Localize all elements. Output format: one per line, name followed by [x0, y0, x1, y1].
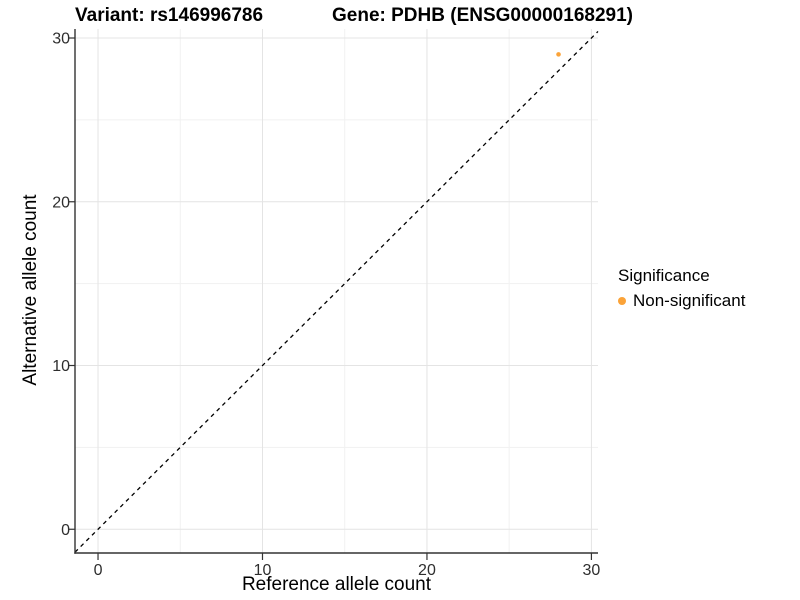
- legend-point-icon: [618, 297, 626, 305]
- x-tick-label: 10: [254, 562, 272, 579]
- identity-line: [74, 30, 599, 553]
- data-point: [556, 52, 561, 57]
- y-tick-label: 20: [52, 194, 70, 211]
- y-tick-label: 10: [52, 358, 70, 375]
- x-tick-label: 20: [418, 562, 436, 579]
- x-tick-label: 30: [583, 562, 601, 579]
- plot-title-variant: Variant: rs146996786: [75, 5, 264, 26]
- legend: Significance Non-significant: [618, 266, 745, 311]
- legend-entry: Non-significant: [618, 291, 745, 311]
- y-tick-label: 30: [52, 31, 70, 48]
- y-tick-label: 0: [61, 522, 70, 539]
- legend-entry-label: Non-significant: [633, 291, 746, 310]
- plot-title-gene: Gene: PDHB (ENSG00000168291): [332, 5, 633, 26]
- x-tick-label: 0: [94, 562, 103, 579]
- x-axis-title: Reference allele count: [241, 574, 432, 595]
- legend-title: Significance: [618, 266, 710, 285]
- y-axis-title: Alternative allele count: [20, 194, 41, 386]
